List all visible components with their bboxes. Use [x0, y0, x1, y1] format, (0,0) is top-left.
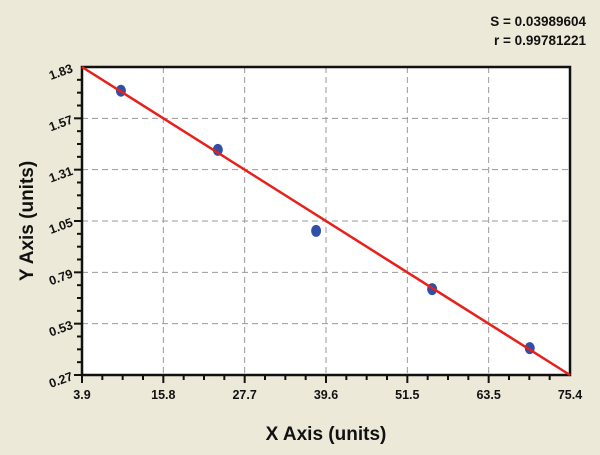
fit-statistics: S = 0.03989604 r = 0.99781221 [490, 12, 586, 50]
r-value: r = 0.99781221 [494, 33, 586, 48]
y-tick-label: 0.27 [47, 369, 75, 390]
y-tick-label: 1.83 [47, 61, 75, 82]
y-tick-label: 0.53 [47, 318, 75, 339]
x-tick-label: 63.5 [476, 388, 500, 402]
fit-line [81, 65, 571, 377]
y-tick-label: 1.05 [47, 215, 75, 236]
x-axis-label: X Axis (units) [266, 424, 387, 445]
x-tick-label: 39.6 [314, 388, 338, 402]
x-tick-label: 27.7 [232, 388, 256, 402]
s-value: S = 0.03989604 [490, 14, 586, 29]
y-axis-label: Y Axis (units) [17, 161, 38, 281]
plot-border [80, 65, 572, 377]
x-tick-label: 3.9 [73, 388, 90, 402]
y-tick-label: 0.79 [47, 267, 75, 288]
data-point [311, 224, 322, 237]
x-tick-label: 75.4 [558, 388, 582, 402]
y-tick-label: 1.31 [47, 164, 75, 185]
y-tick-label: 1.57 [47, 113, 75, 134]
x-tick-label: 51.5 [395, 388, 419, 402]
x-tick-label: 15.8 [151, 388, 175, 402]
